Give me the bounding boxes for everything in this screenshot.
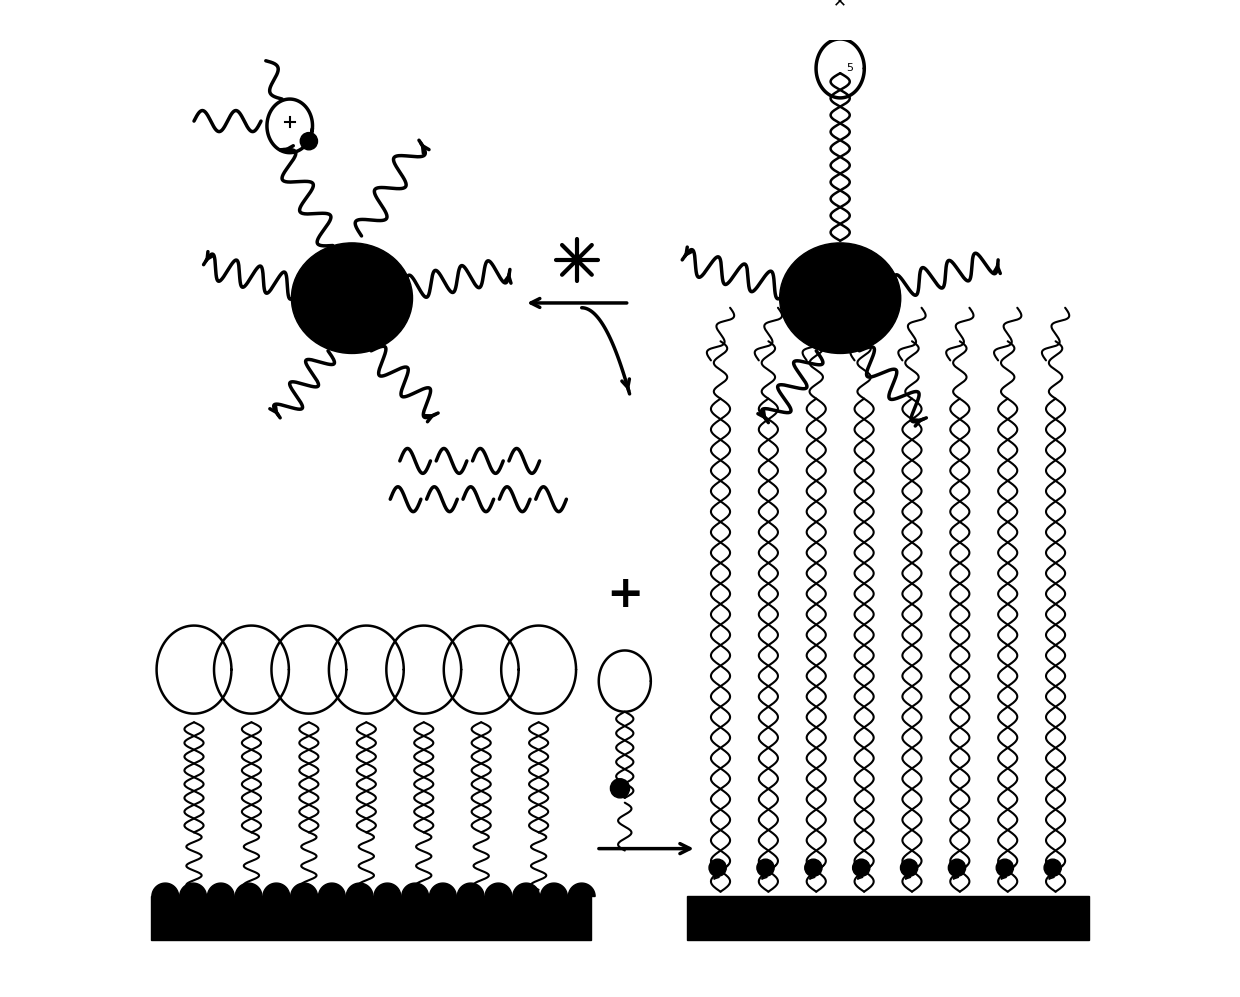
Polygon shape [402, 883, 429, 896]
Text: 5: 5 [846, 64, 853, 74]
Circle shape [853, 859, 869, 876]
Circle shape [709, 859, 727, 876]
Ellipse shape [291, 243, 413, 354]
Polygon shape [568, 883, 595, 896]
Polygon shape [541, 883, 568, 896]
Circle shape [1044, 859, 1061, 876]
Circle shape [900, 859, 918, 876]
Bar [687, 896, 1089, 939]
Polygon shape [151, 883, 179, 896]
Polygon shape [485, 883, 512, 896]
Polygon shape [207, 883, 234, 896]
Circle shape [610, 779, 630, 798]
Circle shape [996, 859, 1013, 876]
Polygon shape [236, 883, 262, 896]
Bar [151, 896, 591, 939]
Circle shape [300, 133, 317, 150]
Polygon shape [458, 883, 484, 896]
Circle shape [949, 859, 966, 876]
Text: +: + [606, 573, 644, 616]
Polygon shape [429, 883, 456, 896]
Polygon shape [263, 883, 290, 896]
Polygon shape [180, 883, 206, 896]
Polygon shape [374, 883, 401, 896]
Polygon shape [346, 883, 373, 896]
Text: ✕: ✕ [833, 0, 847, 10]
Circle shape [756, 859, 774, 876]
Polygon shape [290, 883, 317, 896]
Polygon shape [319, 883, 345, 896]
Circle shape [805, 859, 822, 876]
Polygon shape [513, 883, 539, 896]
Ellipse shape [780, 243, 900, 354]
